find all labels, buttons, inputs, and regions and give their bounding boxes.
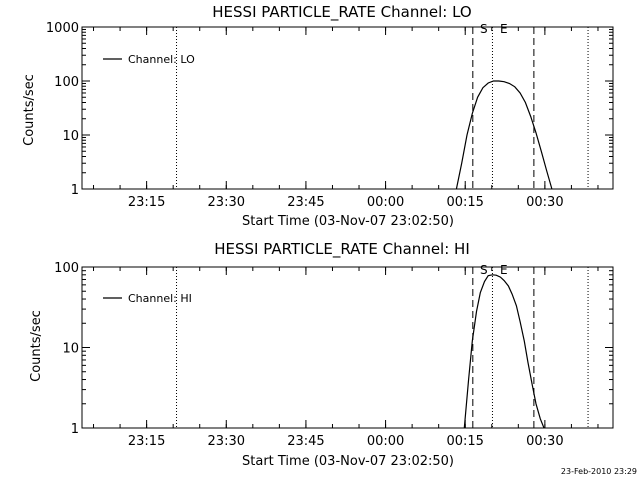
start-marker: S <box>480 22 488 36</box>
y-tick-label: 1 <box>71 422 79 437</box>
x-tick-label: 00:15 <box>446 434 483 449</box>
start-marker: S <box>480 263 488 277</box>
legend-label: Channel: HI <box>128 292 192 305</box>
y-axis-label: Counts/sec <box>29 310 44 382</box>
chart-title: HESSI PARTICLE_RATE Channel: HI <box>214 240 470 259</box>
panel-hi: HESSI PARTICLE_RATE Channel: HI Counts/s… <box>29 240 614 469</box>
x-tick-label: 00:00 <box>367 195 404 210</box>
legend-label: Channel: LO <box>128 53 195 66</box>
x-tick-label: 00:30 <box>526 195 563 210</box>
x-tick-label: 00:00 <box>367 434 404 449</box>
x-tick-label: 00:30 <box>526 434 563 449</box>
x-tick-label: 23:30 <box>208 195 245 210</box>
x-tick-label: 23:15 <box>128 434 165 449</box>
x-tick-label: 23:30 <box>208 434 245 449</box>
x-tick-label: 00:15 <box>446 195 483 210</box>
x-tick-label: 23:15 <box>128 195 165 210</box>
end-marker: E <box>500 22 508 36</box>
y-tick-label: 1000 <box>46 21 79 36</box>
y-tick-label: 1 <box>71 183 79 198</box>
x-axis-label: Start Time (03-Nov-07 23:02:50) <box>242 454 454 469</box>
y-axis-label: Counts/sec <box>22 74 37 146</box>
x-tick-label: 23:45 <box>287 195 324 210</box>
series-line <box>463 274 545 429</box>
end-marker: E <box>500 263 508 277</box>
y-tick-label: 10 <box>62 129 79 144</box>
y-tick-label: 100 <box>54 261 79 276</box>
plot-frame <box>81 26 614 190</box>
footer-timestamp: 23-Feb-2010 23:29 <box>561 467 637 476</box>
chart-title: HESSI PARTICLE_RATE Channel: LO <box>212 3 471 22</box>
series-line <box>455 80 553 190</box>
panel-lo: HESSI PARTICLE_RATE Channel: LO Counts/s… <box>22 3 614 229</box>
y-tick-label: 100 <box>54 75 79 90</box>
y-tick-label: 10 <box>62 342 79 357</box>
x-axis-label: Start Time (03-Nov-07 23:02:50) <box>242 214 454 229</box>
x-tick-label: 23:45 <box>287 434 324 449</box>
